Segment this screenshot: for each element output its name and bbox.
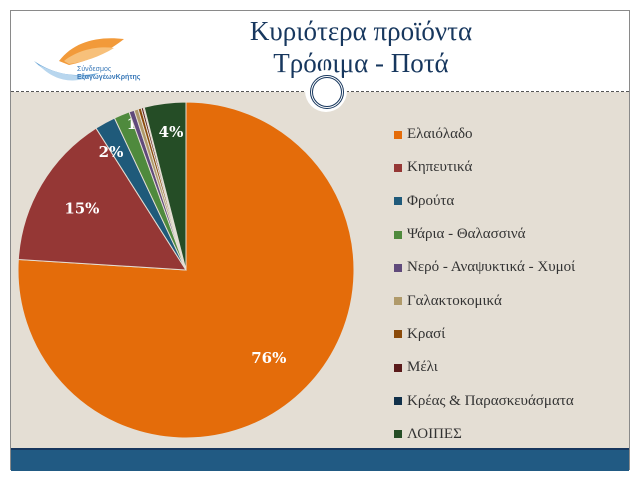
legend-swatch [394, 297, 402, 306]
legend-label: Μέλι [407, 359, 438, 376]
legend-item: ΛΟΙΠΕΣ [394, 418, 575, 451]
legend-swatch [394, 397, 402, 406]
legend-swatch [394, 263, 402, 272]
title-line-2: Τρόφιμα - Ποτά [273, 48, 449, 78]
legend-swatch [394, 230, 402, 239]
legend-swatch [394, 430, 402, 439]
pie-slice-1 [17, 127, 187, 271]
legend-item: Φρούτα [394, 185, 575, 218]
pie-chart: 76%15%2%1%4% [17, 101, 355, 439]
legend-label: Γαλακτοκομικά [407, 292, 502, 309]
data-label: 4% [159, 123, 184, 141]
legend-label: Κρέας & Παρασκευάσματα [407, 392, 574, 409]
circle-ornament [306, 71, 346, 111]
legend: Ελαιόλαδο Κηπευτικά Φρούτα Ψάρια - Θαλασσιν… [394, 118, 575, 451]
legend-swatch [394, 163, 402, 172]
legend-item: Νερό - Αναψυκτικά - Χυμοί [394, 251, 575, 284]
legend-label: Ελαιόλαδο [407, 126, 473, 143]
footer-bar [11, 448, 629, 471]
legend-item: Γαλακτοκομικά [394, 284, 575, 317]
legend-item: Μέλι [394, 351, 575, 384]
legend-label: Ψάρια - Θαλασσινά [407, 226, 526, 243]
legend-label: Κρασί [407, 325, 446, 342]
logo-text: Σύνδεσμος ΕξαγωγέωνΚρήτης [77, 66, 141, 81]
legend-item: Κηπευτικά [394, 151, 575, 184]
legend-item: Κρασί [394, 318, 575, 351]
pie-slice-9 [143, 101, 187, 271]
data-label: 2% [99, 143, 124, 161]
legend-label: Κηπευτικά [407, 159, 473, 176]
legend-swatch [394, 330, 402, 339]
legend-item: Ψάρια - Θαλασσινά [394, 218, 575, 251]
data-label: 76% [251, 349, 286, 367]
logo: Σύνδεσμος ΕξαγωγέωνΚρήτης [29, 31, 149, 91]
legend-swatch [394, 197, 402, 206]
title-line-1: Κυριότερα προϊόντα [249, 16, 473, 46]
legend-item: Ελαιόλαδο [394, 118, 575, 151]
legend-item: Κρέας & Παρασκευάσματα [394, 384, 575, 417]
data-label: 15% [64, 199, 99, 217]
legend-swatch [394, 363, 402, 372]
legend-label: Φρούτα [407, 192, 455, 209]
legend-swatch [394, 130, 402, 139]
legend-label: Νερό - Αναψυκτικά - Χυμοί [407, 259, 576, 276]
pie-slice-0 [17, 101, 355, 439]
slide: Σύνδεσμος ΕξαγωγέωνΚρήτης Κυριότερα προϊό… [10, 10, 630, 471]
slide-title: Κυριότερα προϊόντα Τρόφιμα - Ποτά [161, 15, 561, 79]
legend-label: ΛΟΙΠΕΣ [407, 425, 462, 442]
